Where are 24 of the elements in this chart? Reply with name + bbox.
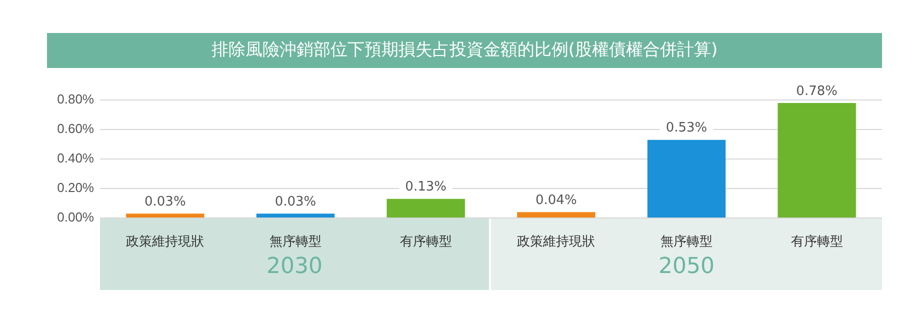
x-tick-label: 有序轉型 (790, 233, 843, 248)
bar (517, 212, 596, 218)
bar (126, 214, 204, 218)
bar (647, 140, 726, 218)
y-tick-label: 0.20% (57, 180, 94, 196)
data-label: 0.53% (666, 120, 708, 136)
y-tick-label: 0.60% (57, 121, 94, 136)
y-tick-label: 0.80% (57, 92, 94, 107)
x-tick-label: 有序轉型 (400, 233, 452, 248)
data-label: 0.03% (274, 194, 316, 210)
y-tick-label: 0.40% (57, 150, 94, 166)
x-tick-label: 無序轉型 (660, 233, 712, 248)
data-label: 0.03% (144, 194, 186, 210)
data-label: 0.04% (536, 192, 577, 208)
data-label: 0.78% (796, 84, 838, 99)
x-tick-label: 政策維持現狀 (517, 233, 596, 248)
x-tick-label: 無序轉型 (270, 233, 322, 248)
bar (386, 198, 465, 218)
x-tick-label: 政策維持現狀 (126, 233, 204, 248)
chart-title: 排除風險沖銷部位下預期損失占投資金額的比例(股權債權合併計算) (47, 33, 882, 68)
bar (256, 214, 335, 218)
bar (778, 102, 856, 218)
y-tick-label: 0.00% (57, 210, 94, 225)
data-label: 0.13% (405, 180, 446, 195)
